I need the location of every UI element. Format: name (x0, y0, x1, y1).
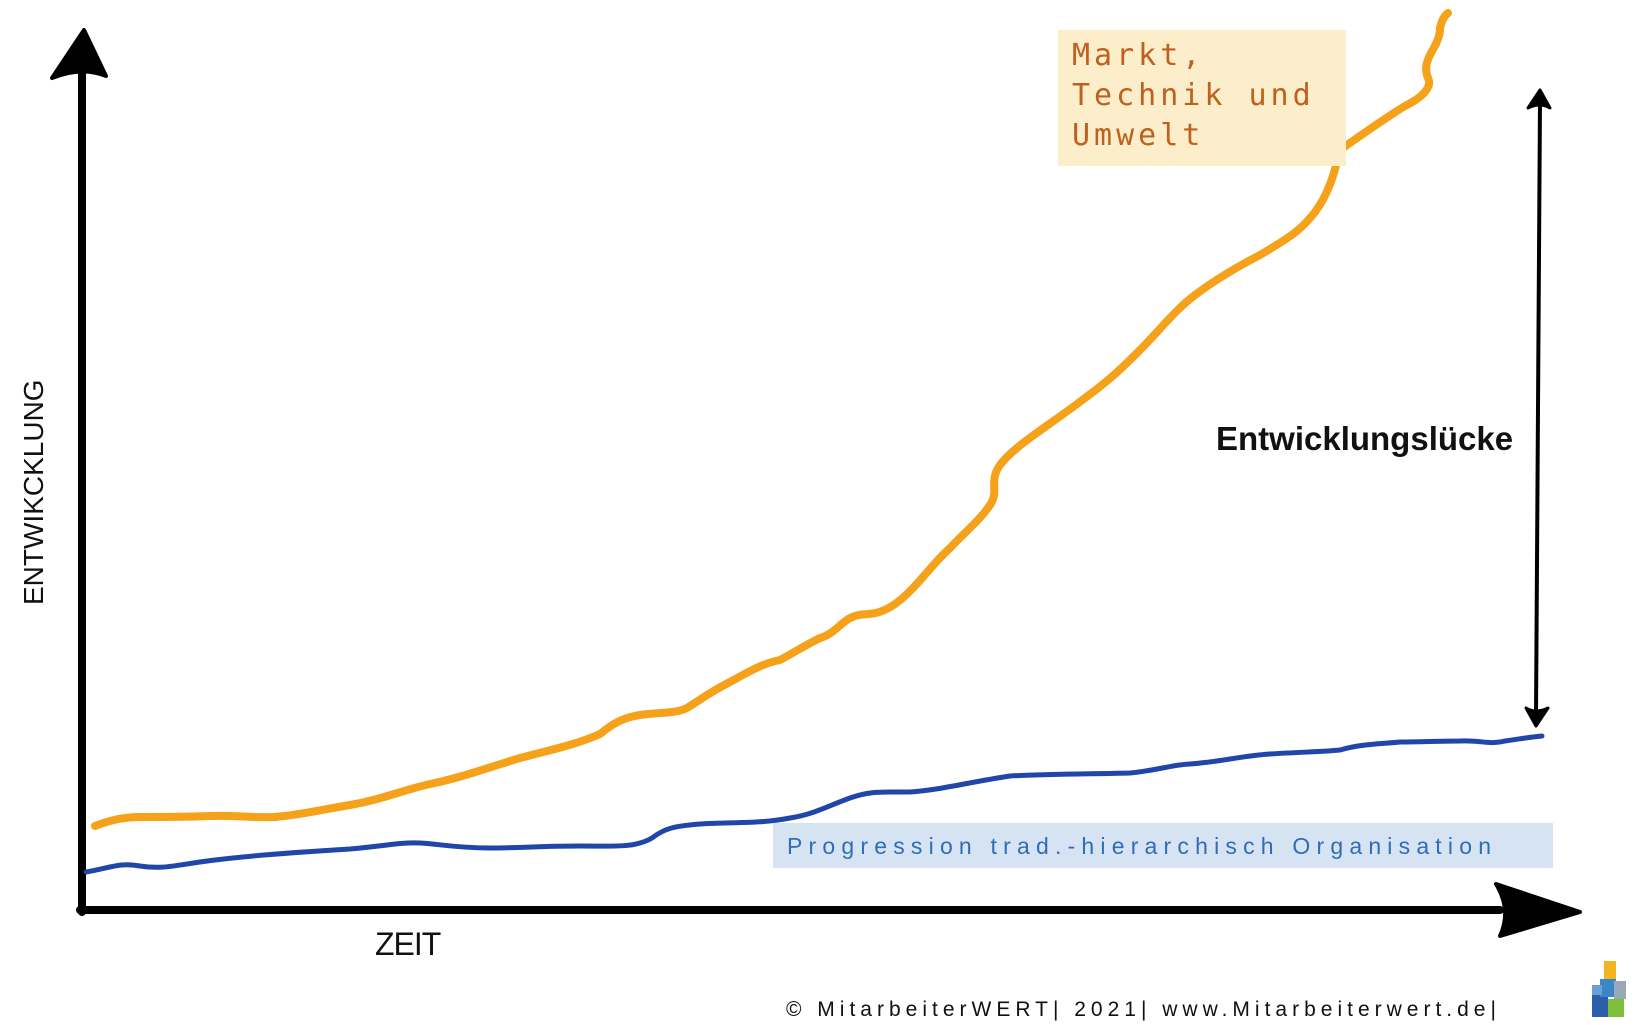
gap-label: Entwicklungslücke (1216, 420, 1514, 457)
x-axis-title: ZEIT (375, 926, 441, 962)
market-label-box: Markt, Technik und Umwelt (1058, 30, 1346, 166)
stacked-cubes-logo-icon (1592, 961, 1626, 1017)
y-axis-title: ENTWIKCKLUNG (18, 379, 49, 605)
market-curve (91, 9, 1452, 830)
y-axis-arrowhead (50, 28, 108, 80)
market-label-line-3: Umwelt (1072, 118, 1205, 153)
organisation-label-box: Progression trad.-hierarchisch Organisat… (773, 823, 1553, 868)
gap-arrow-shaft (1534, 98, 1542, 718)
gap-arrow-bottom-head (1524, 706, 1550, 728)
copyright-footer: © MitarbeiterWERT| 2021| www.Mitarbeiter… (786, 998, 1501, 1021)
organisation-label: Progression trad.-hierarchisch Organisat… (787, 833, 1498, 859)
x-axis-arrowhead (1494, 882, 1582, 938)
organisation-curve (83, 733, 1545, 875)
gap-arrow-top-head (1526, 88, 1552, 110)
market-label-line-1: Markt, (1072, 38, 1205, 73)
market-label-line-2: Technik und (1072, 78, 1315, 113)
